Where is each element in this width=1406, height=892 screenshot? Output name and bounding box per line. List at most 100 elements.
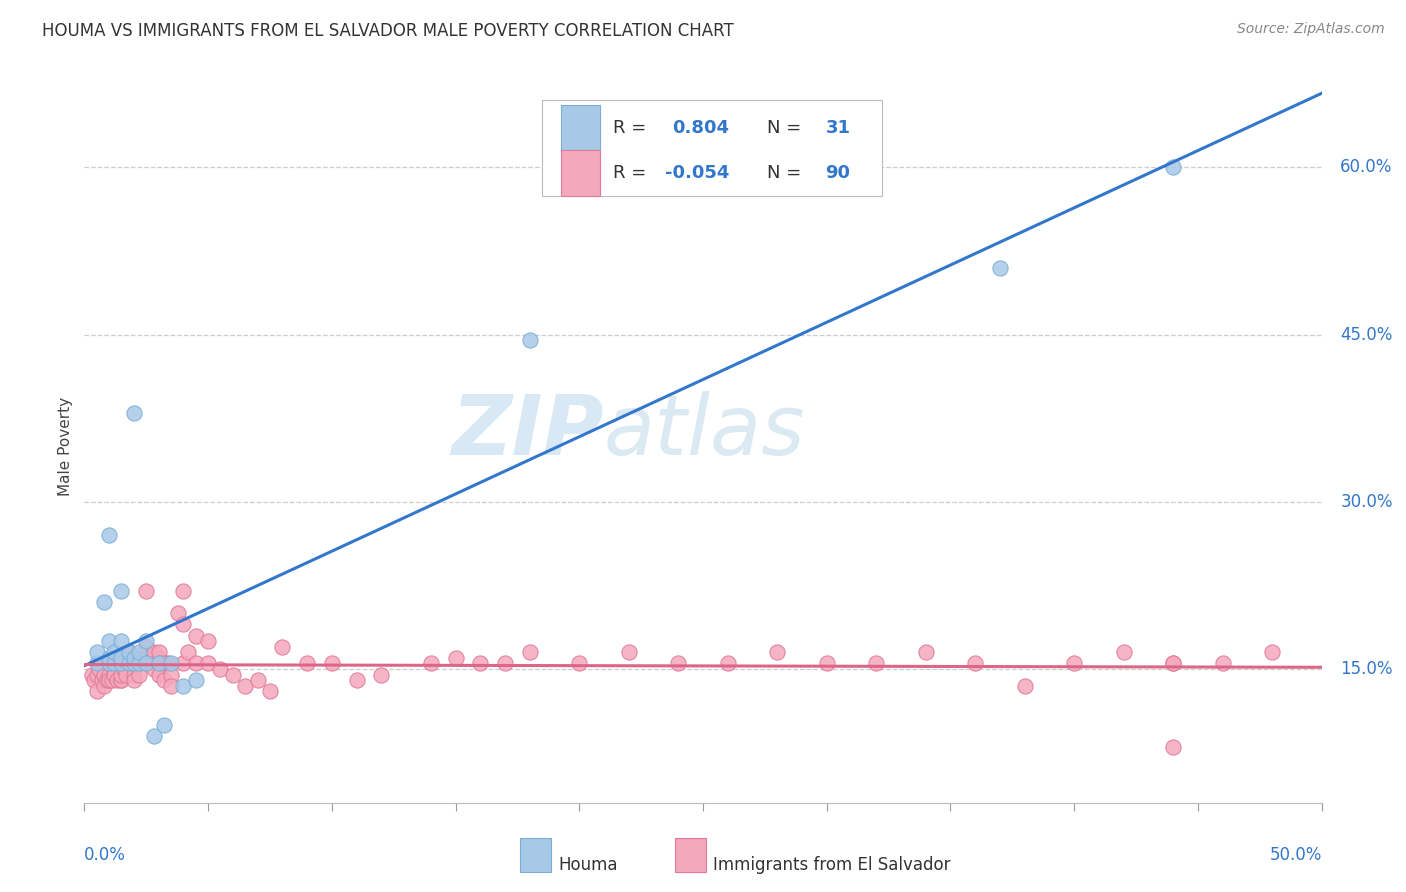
Point	[177, 645, 200, 659]
Point	[110, 651, 132, 665]
Point	[98, 651, 121, 665]
Point	[83, 673, 105, 687]
Point	[100, 673, 122, 687]
Text: Source: ZipAtlas.com: Source: ZipAtlas.com	[1237, 22, 1385, 37]
Point	[184, 673, 207, 687]
Point	[93, 667, 115, 681]
Point	[80, 667, 103, 681]
Point	[148, 645, 170, 659]
Point	[110, 657, 132, 671]
Point	[93, 679, 115, 693]
Y-axis label: Male Poverty: Male Poverty	[58, 396, 73, 496]
Text: 90: 90	[825, 164, 851, 182]
Point	[135, 651, 157, 665]
Point	[346, 673, 368, 687]
Point	[103, 645, 125, 659]
Point	[135, 583, 157, 598]
Point	[103, 667, 125, 681]
Point	[98, 528, 121, 542]
Point	[110, 657, 132, 671]
Point	[110, 634, 132, 648]
Point	[122, 673, 145, 687]
Text: -0.054: -0.054	[665, 164, 730, 182]
Point	[96, 673, 118, 687]
Point	[142, 645, 165, 659]
Point	[184, 628, 207, 642]
Point	[86, 657, 108, 671]
Point	[1112, 645, 1135, 659]
Point	[112, 657, 135, 671]
Point	[370, 667, 392, 681]
Point	[160, 679, 183, 693]
Text: Immigrants from El Salvador: Immigrants from El Salvador	[713, 856, 950, 874]
Point	[122, 405, 145, 420]
Point	[105, 657, 128, 671]
Point	[1161, 161, 1184, 175]
Point	[142, 662, 165, 676]
Point	[470, 657, 492, 671]
Point	[98, 667, 121, 681]
Point	[717, 657, 740, 671]
Text: 30.0%: 30.0%	[1340, 492, 1393, 511]
Point	[444, 651, 467, 665]
Point	[1212, 657, 1234, 671]
Point	[1161, 657, 1184, 671]
Point	[259, 684, 281, 698]
Text: 45.0%: 45.0%	[1340, 326, 1392, 343]
Point	[1063, 657, 1085, 671]
Text: R =: R =	[613, 120, 651, 137]
Text: 15.0%: 15.0%	[1340, 660, 1393, 678]
Point	[148, 651, 170, 665]
Point	[110, 583, 132, 598]
Point	[233, 679, 256, 693]
Point	[118, 645, 141, 659]
Point	[246, 673, 269, 687]
Text: 0.804: 0.804	[672, 120, 730, 137]
Text: N =: N =	[768, 164, 807, 182]
Point	[172, 583, 194, 598]
Point	[914, 645, 936, 659]
Point	[172, 657, 194, 671]
Point	[105, 673, 128, 687]
Point	[865, 657, 887, 671]
Text: 50.0%: 50.0%	[1270, 846, 1322, 863]
Point	[1161, 740, 1184, 755]
Text: 31: 31	[825, 120, 851, 137]
Point	[666, 657, 689, 671]
Point	[965, 657, 987, 671]
Point	[197, 657, 219, 671]
Point	[142, 729, 165, 743]
Point	[110, 673, 132, 687]
Point	[1014, 679, 1036, 693]
Point	[98, 657, 121, 671]
Point	[118, 657, 141, 671]
Point	[93, 595, 115, 609]
Point	[110, 673, 132, 687]
Text: 60.0%: 60.0%	[1340, 158, 1392, 177]
Point	[128, 657, 150, 671]
Point	[128, 645, 150, 659]
Point	[152, 657, 174, 671]
Point	[122, 651, 145, 665]
Point	[172, 679, 194, 693]
Point	[115, 667, 138, 681]
Point	[1261, 645, 1284, 659]
Point	[128, 667, 150, 681]
Point	[135, 634, 157, 648]
Point	[148, 657, 170, 671]
Point	[494, 657, 516, 671]
Point	[172, 617, 194, 632]
Point	[108, 657, 131, 671]
Point	[1161, 657, 1184, 671]
Point	[122, 667, 145, 681]
Point	[321, 657, 343, 671]
Point	[148, 657, 170, 671]
Point	[222, 667, 245, 681]
Point	[197, 634, 219, 648]
Point	[160, 657, 183, 671]
Point	[135, 640, 157, 654]
Point	[98, 657, 121, 671]
Text: Houma: Houma	[558, 856, 617, 874]
Point	[209, 662, 232, 676]
Point	[766, 645, 789, 659]
